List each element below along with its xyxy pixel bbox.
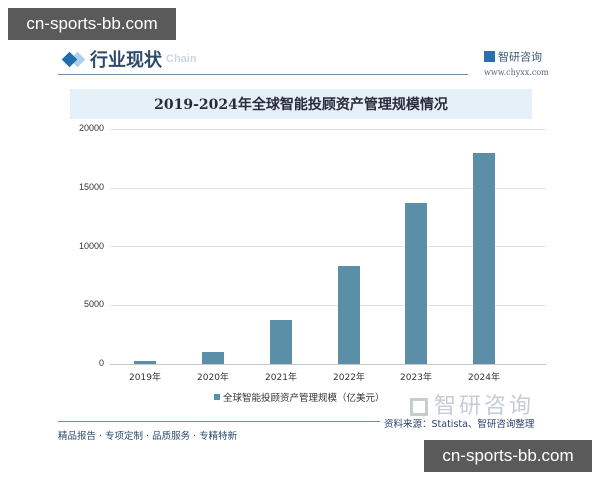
- x-tick-2023: 2023年: [400, 373, 432, 383]
- watermark-logo: 智研咨询: [410, 388, 534, 420]
- gridline: [110, 305, 546, 306]
- y-tick-5000: 5000: [83, 299, 104, 309]
- watermark-logo-icon: [410, 398, 428, 416]
- chart-title-band: 2019-2024年全球智能投顾资产管理规模情况: [70, 89, 532, 119]
- brand-name: 智研咨询: [498, 50, 542, 64]
- y-tick-10000: 10000: [78, 241, 104, 251]
- footer-slogan: 精品报告 · 专项定制 · 品质服务 · 专精特新: [58, 431, 238, 442]
- bar-2022: [338, 265, 360, 364]
- chart-title: 2019-2024年全球智能投顾资产管理规模情况: [154, 97, 448, 113]
- site-watermark-top: cn-sports-bb.com: [8, 8, 176, 40]
- legend-label: 全球智能投顾资产管理规模（亿美元）: [223, 393, 385, 404]
- brand-block: 智研咨询 www.chyxx.com: [484, 46, 554, 77]
- legend-swatch-icon: [214, 394, 220, 400]
- bar-2021: [270, 319, 292, 364]
- bar-2019: [134, 361, 156, 364]
- brand-logo-icon: [484, 51, 495, 62]
- gridline: [110, 246, 546, 247]
- y-tick-0: 0: [98, 358, 104, 368]
- header-divider: [58, 74, 468, 75]
- bar-2023: [405, 203, 427, 364]
- plot-area: [110, 129, 546, 365]
- section-title: 行业现状: [90, 50, 162, 71]
- x-tick-2024: 2024年: [468, 373, 500, 383]
- x-axis-line: [110, 364, 546, 365]
- footer-divider: [58, 421, 380, 422]
- x-tick-2021: 2021年: [265, 373, 297, 383]
- bar-2024: [473, 152, 495, 364]
- x-tick-2019: 2019年: [129, 373, 161, 383]
- chart-legend: 全球智能投顾资产管理规模（亿美元）: [214, 390, 385, 404]
- gridline: [110, 129, 546, 130]
- site-watermark-bottom: cn-sports-bb.com: [424, 440, 592, 472]
- section-header: 行业现状 Chain: [58, 44, 548, 76]
- watermark-logo-text: 智研咨询: [434, 394, 535, 419]
- x-tick-2022: 2022年: [333, 373, 365, 383]
- source-note: 资料来源：Statista、智研咨询整理: [384, 419, 535, 430]
- bar-2020: [202, 352, 224, 364]
- section-subtitle: Chain: [166, 53, 197, 65]
- y-tick-15000: 15000: [78, 182, 104, 192]
- x-tick-2020: 2020年: [197, 373, 229, 383]
- brand-url: www.chyxx.com: [484, 68, 549, 77]
- y-tick-20000: 20000: [78, 123, 104, 133]
- gridline: [110, 188, 546, 189]
